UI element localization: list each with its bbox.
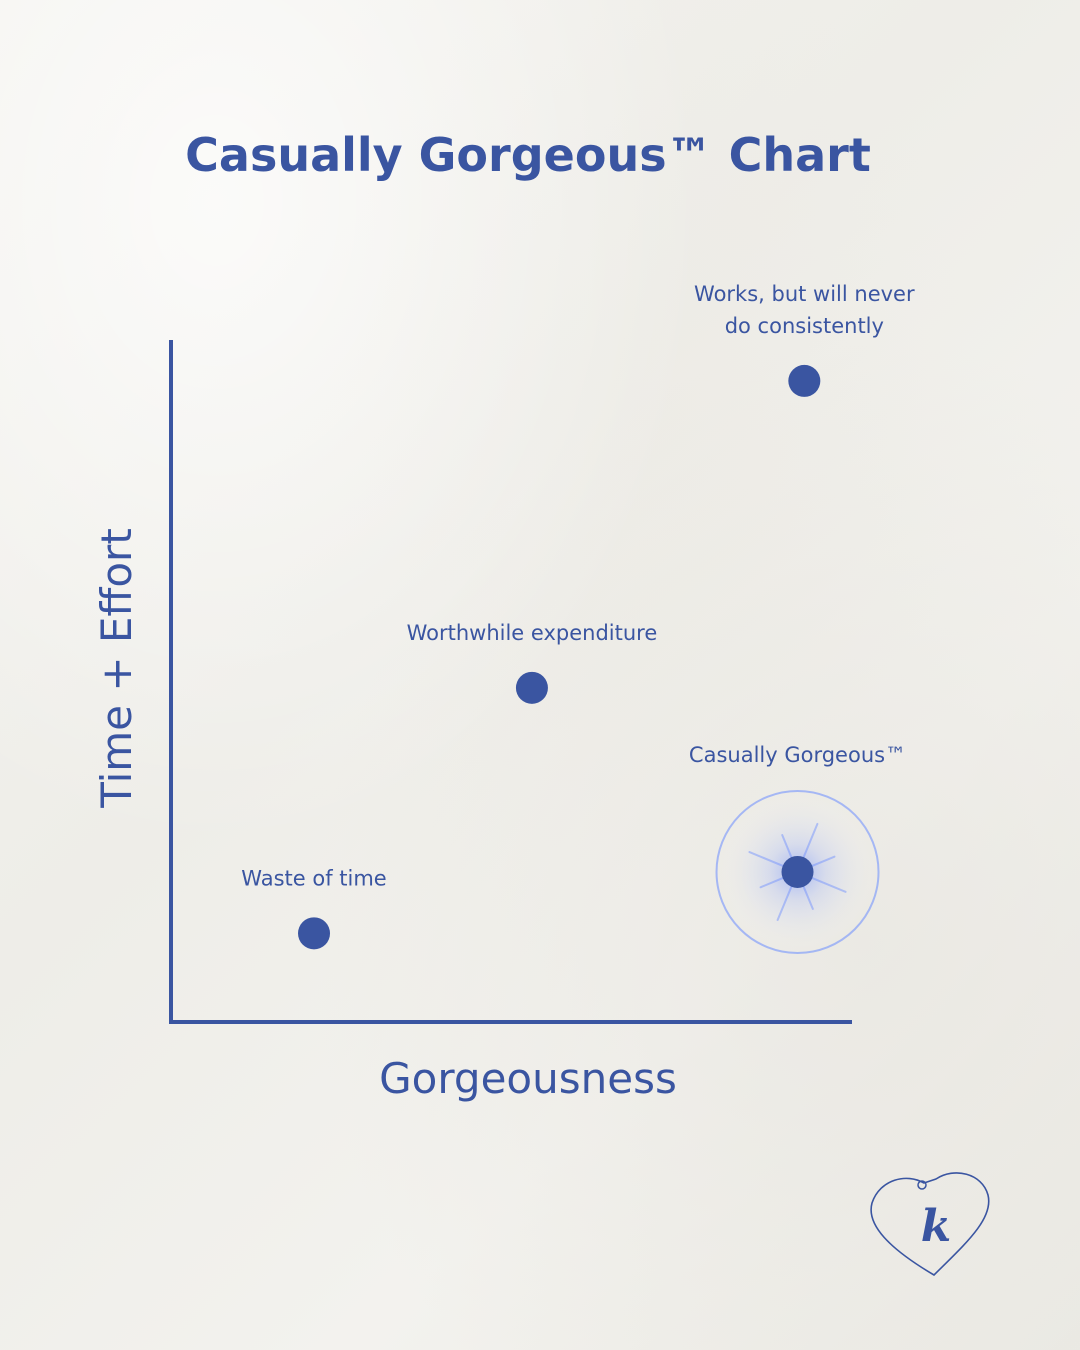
label-casually-gorgeous: Casually Gorgeous™ xyxy=(689,743,906,767)
y-axis-label: Time + Effort xyxy=(92,528,141,809)
logo-letter: k xyxy=(921,1201,952,1252)
point-waste-of-time xyxy=(298,917,331,950)
point-works-but-will-never-do-consistently xyxy=(788,364,821,397)
points-layer: Works, but will never do consistently Wort… xyxy=(241,282,915,954)
label-worthwhile-expenditure: Worthwhile expenditure xyxy=(407,621,658,645)
heart-tag-icon: k xyxy=(870,1172,990,1276)
point-worthwhile-expenditure xyxy=(515,671,548,704)
x-axis-label: Gorgeousness xyxy=(379,1054,677,1103)
point-casually-gorgeous xyxy=(781,855,814,888)
chart-title: Casually Gorgeous™ Chart xyxy=(185,128,871,182)
highlight-ring xyxy=(715,789,880,954)
label-waste-of-time: Waste of time xyxy=(241,866,386,890)
label-works-but-will-never-do-consistently: Works, but will never do consistently xyxy=(694,282,915,338)
